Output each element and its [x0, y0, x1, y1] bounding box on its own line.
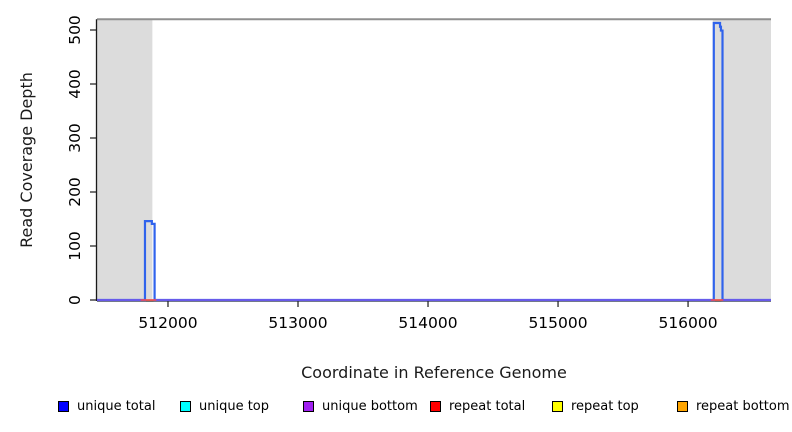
y-tick-label: 400 [66, 69, 84, 99]
y-tick-label: 0 [66, 295, 84, 305]
shaded-region [97, 19, 153, 300]
x-tick-label: 513000 [268, 314, 327, 332]
x-tick-label: 512000 [138, 314, 197, 332]
y-axis-title: Read Coverage Depth [17, 72, 36, 248]
series-line-unique-total [97, 21, 771, 302]
x-tick-label: 515000 [528, 314, 587, 332]
y-tick-label: 200 [66, 177, 84, 207]
y-tick-label: 500 [66, 15, 84, 45]
x-tick-label: 514000 [398, 314, 457, 332]
y-tick-label: 300 [66, 123, 84, 153]
x-tick-label: 516000 [658, 314, 717, 332]
y-tick-label: 100 [66, 231, 84, 261]
x-axis-title: Coordinate in Reference Genome [301, 363, 567, 382]
